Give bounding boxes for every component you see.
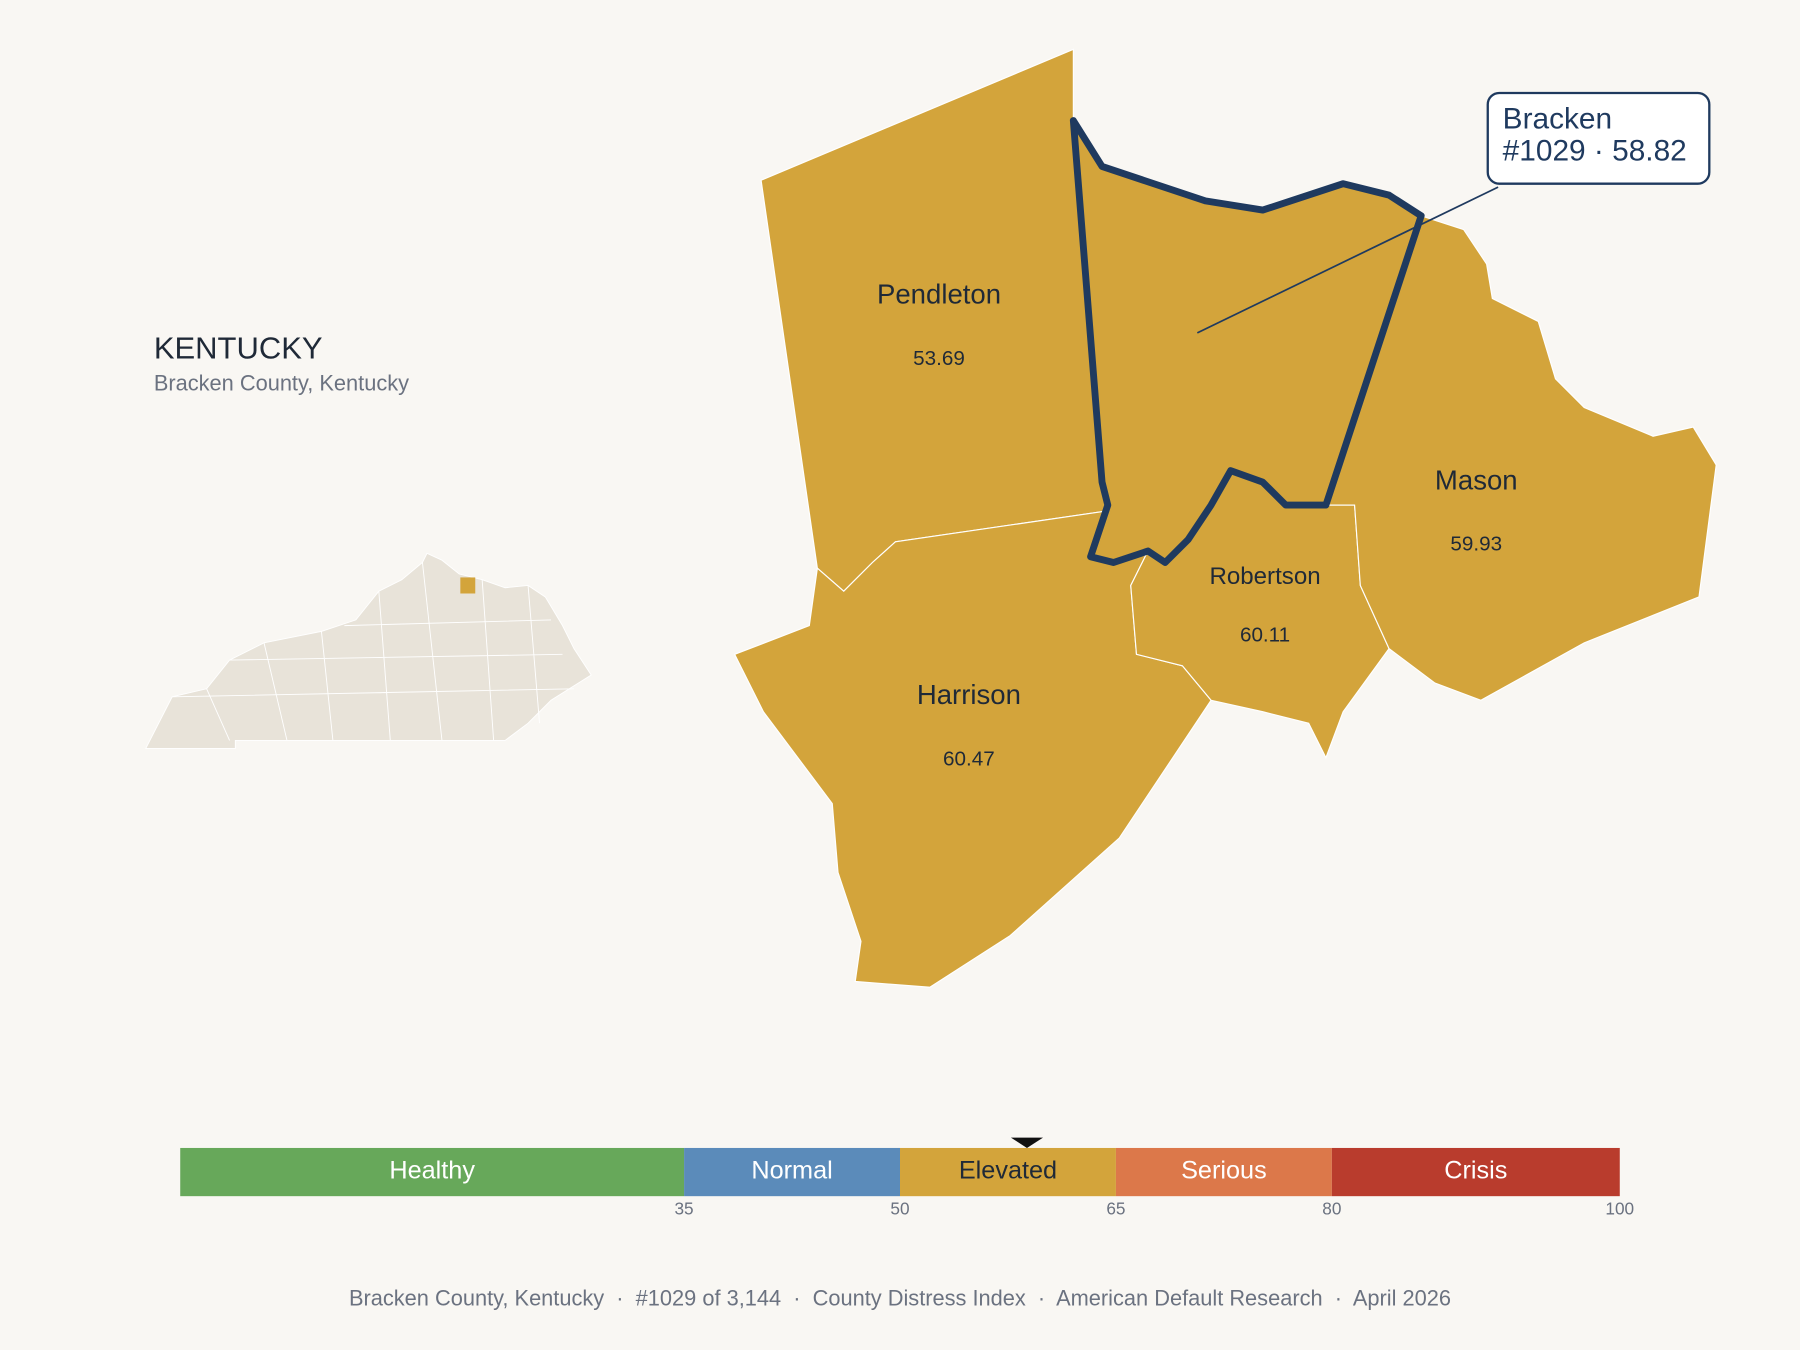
legend-tick-label: 100 — [1605, 1198, 1634, 1218]
legend-band-label: Serious — [1181, 1157, 1267, 1185]
callout: Bracken #1029 · 58.82 — [1196, 91, 1711, 334]
counties — [733, 48, 1717, 988]
legend-tick-label: 50 — [890, 1198, 909, 1218]
legend-marker — [1010, 1137, 1044, 1148]
callout-line: Bracken — [1503, 102, 1612, 135]
legend-band — [180, 1147, 685, 1197]
legend-band-label: Crisis — [1444, 1157, 1507, 1185]
county-value: 53.69 — [913, 347, 965, 370]
county-name: Harrison — [917, 679, 1021, 710]
state-inset — [145, 552, 592, 749]
callout-line: #1029 · 58.82 — [1503, 135, 1687, 168]
legend-band — [1331, 1147, 1620, 1197]
county-value: 60.11 — [1240, 623, 1290, 646]
legend-tick-label: 80 — [1322, 1198, 1341, 1218]
legend-band-label: Healthy — [389, 1157, 475, 1185]
legend-band-label: Elevated — [959, 1157, 1057, 1185]
legend-tick-label: 35 — [674, 1198, 693, 1218]
legend-tick-label: 65 — [1106, 1198, 1125, 1218]
legend: Healthy Normal Elevated Serious Crisis 35 50 65… — [180, 1137, 1634, 1218]
county-name: Robertson — [1209, 563, 1320, 590]
callout-box — [1486, 91, 1711, 185]
county-value: 60.47 — [943, 747, 995, 770]
callout-leader — [1196, 186, 1499, 334]
state-shape — [145, 552, 592, 749]
selected-county — [1069, 117, 1425, 566]
county-value: 59.93 — [1450, 533, 1502, 556]
footer: Bracken County, Kentucky · #1029 of 3,14… — [349, 1285, 1451, 1310]
legend-band — [900, 1147, 1116, 1197]
inset-highlight — [460, 577, 476, 594]
inset-borders — [172, 562, 574, 741]
state-title: KENTUCKY — [154, 330, 323, 365]
county-name: Mason — [1435, 464, 1518, 495]
county-labels: Pendleton 53.69 Harrison 60.47 Robertson… — [877, 278, 1518, 770]
legend-band — [1115, 1147, 1332, 1197]
subtitle: Bracken County, Kentucky — [154, 370, 409, 395]
county-name: Pendleton — [877, 278, 1001, 309]
legend-band — [684, 1147, 900, 1197]
county-shape — [1325, 215, 1717, 701]
legend-band-label: Normal — [751, 1157, 832, 1185]
